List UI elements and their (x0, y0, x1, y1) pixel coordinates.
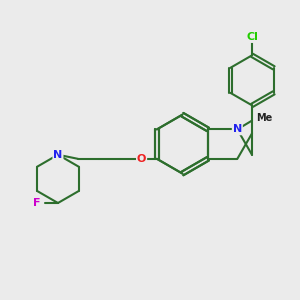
Text: O: O (137, 154, 146, 164)
Text: Me: Me (256, 113, 272, 123)
Text: F: F (33, 198, 40, 208)
Text: Cl: Cl (246, 32, 258, 42)
Text: N: N (233, 124, 242, 134)
Text: N: N (53, 150, 63, 160)
